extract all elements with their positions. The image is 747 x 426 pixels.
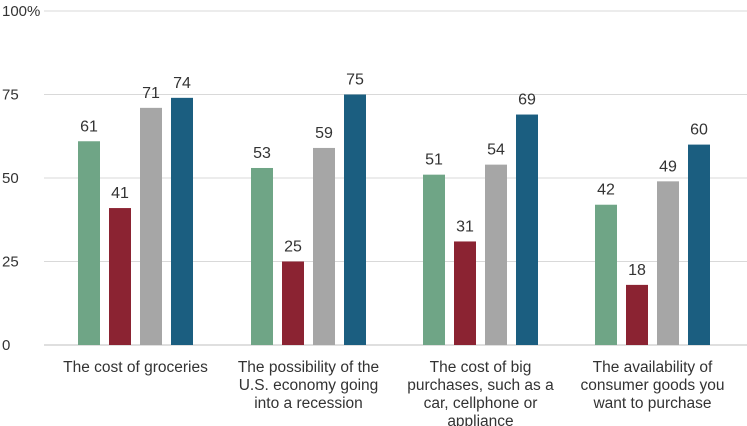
data-label-cat1-series2: 41 [111, 185, 129, 202]
bar-cat4-series2 [626, 284, 648, 345]
category-label-2-line-2: U.S. economy going [239, 377, 379, 394]
category-label-4-line-2: consumer goods you [581, 377, 725, 394]
category-label-4-line-1: The availability of [593, 359, 713, 376]
y-tick-label-100: 100% [2, 3, 40, 20]
data-label-cat2-series4: 75 [346, 72, 364, 89]
y-tick-label-50: 50 [2, 170, 19, 187]
y-tick-label-0: 0 [2, 337, 10, 354]
bar-cat2-series4 [344, 94, 366, 345]
category-label-3-line-1: The cost of big [430, 359, 532, 376]
data-label-cat1-series1: 61 [80, 118, 98, 135]
data-label-cat3-series2: 31 [456, 218, 474, 235]
bar-cat2-series2 [282, 261, 304, 345]
bar-cat1-series4 [171, 97, 193, 345]
category-label-3-line-2: purchases, such as a [407, 377, 554, 394]
bar-cat1-series1 [78, 141, 100, 345]
bar-cat1-series2 [109, 208, 131, 345]
bars [78, 94, 710, 345]
bar-cat3-series1 [423, 174, 445, 345]
category-label-3-line-4: appliance [447, 413, 513, 426]
data-label-cat4-series2: 18 [628, 262, 646, 279]
y-tick-label-75: 75 [2, 87, 19, 104]
bar-cat4-series1 [595, 204, 617, 345]
y-axis: 0 25 50 75 100% [2, 3, 40, 354]
data-label-cat2-series3: 59 [315, 125, 333, 142]
bar-cat2-series3 [313, 147, 335, 345]
data-label-cat4-series3: 49 [659, 158, 677, 175]
bar-cat3-series2 [454, 241, 476, 345]
category-label-1-line-1: The cost of groceries [63, 359, 208, 376]
data-label-cat3-series4: 69 [518, 92, 536, 109]
category-label-3: The cost of big purchases, such as a car, … [407, 359, 554, 426]
category-label-2: The possibility of the U.S. economy going… [238, 359, 379, 412]
category-label-1: The cost of groceries [63, 359, 208, 376]
category-label-2-line-3: into a recession [254, 395, 363, 412]
bar-cat4-series4 [688, 144, 710, 345]
data-label-cat1-series3: 71 [142, 85, 160, 102]
y-tick-label-25: 25 [2, 254, 19, 271]
bar-cat3-series4 [516, 114, 538, 345]
x-axis: The cost of groceries The possibility of … [63, 359, 724, 426]
data-label-cat3-series3: 54 [487, 142, 505, 159]
category-label-2-line-1: The possibility of the [238, 359, 379, 376]
bar-cat1-series3 [140, 107, 162, 345]
data-label-cat3-series1: 51 [425, 152, 443, 169]
data-label-cat2-series1: 53 [253, 145, 271, 162]
data-label-cat1-series4: 74 [173, 75, 191, 92]
data-label-cat4-series1: 42 [597, 182, 615, 199]
data-labels: 61 41 71 74 53 25 59 75 51 31 54 69 42 18 49 60 [80, 72, 708, 279]
category-label-4-line-3: want to purchase [592, 395, 711, 412]
category-label-4: The availability of consumer goods you wan… [581, 359, 725, 412]
bar-cat2-series1 [251, 167, 273, 345]
category-label-3-line-3: car, cellphone or [424, 395, 538, 412]
data-label-cat2-series2: 25 [284, 239, 302, 256]
data-label-cat4-series4: 60 [690, 122, 708, 139]
bar-cat3-series3 [485, 164, 507, 345]
bar-cat4-series3 [657, 181, 679, 345]
